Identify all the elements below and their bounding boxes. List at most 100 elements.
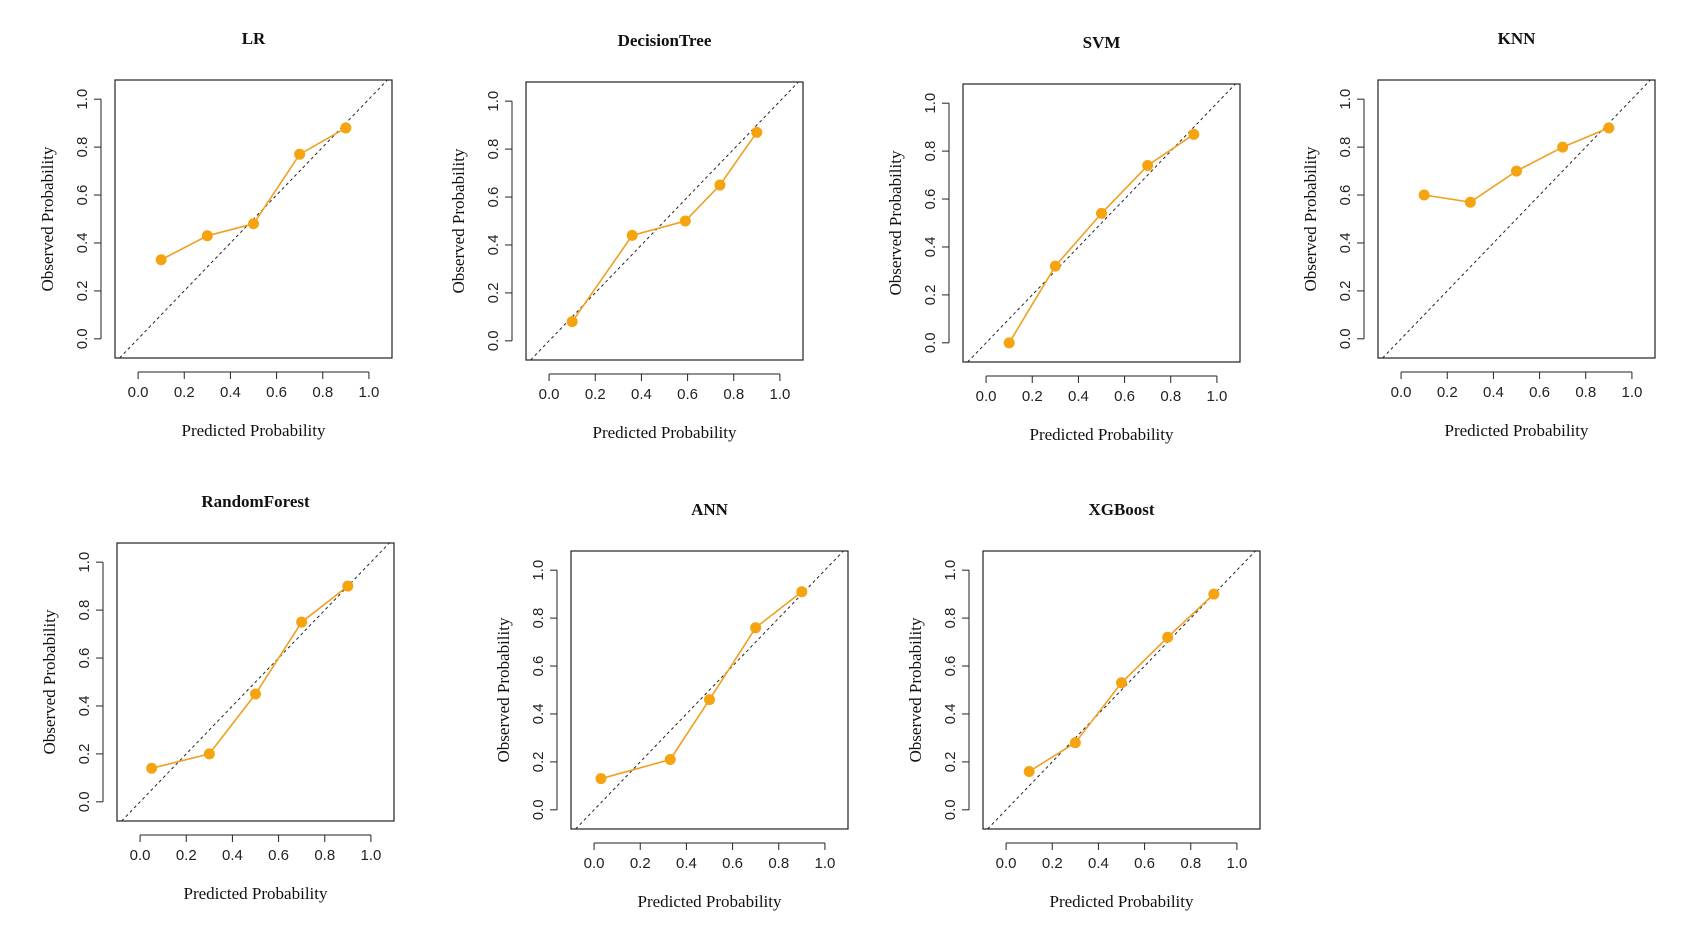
reference-diagonal	[575, 550, 844, 830]
chart-decisiontree: DecisionTree 0.0 0.2 0.4 0.6 0.8 1.0 Predicted …	[449, 31, 804, 442]
y-tick-label: 1.0	[942, 560, 959, 581]
chart-randomforest: RandomForest 0.0 0.2 0.4 0.6 0.8 1.0 Predicted …	[40, 492, 395, 903]
plot-frame	[962, 83, 1241, 363]
y-tick-label: 0.6	[942, 656, 959, 677]
x-tick-label: 0.4	[676, 855, 697, 872]
reference-diagonal	[121, 542, 390, 822]
y-axis-label: Observed Probability	[40, 609, 59, 754]
chart-svm: SVM 0.0 0.2 0.4 0.6 0.8 1.0 Predicted Probabili…	[886, 33, 1241, 444]
y-tick-label: 1.0	[1337, 89, 1354, 110]
y-tick-label: 1.0	[74, 89, 91, 110]
x-axis-label: Predicted Probability	[637, 892, 782, 911]
x-tick-label: 0.2	[1437, 384, 1458, 401]
x-tick-label: 0.4	[220, 384, 241, 401]
x-tick-label: 0.2	[174, 384, 195, 401]
y-tick-label: 1.0	[922, 93, 939, 114]
x-tick-label: 1.0	[814, 855, 835, 872]
data-point	[750, 622, 762, 634]
y-axis-label: Observed Probability	[449, 148, 468, 293]
y-tick-label: 0.0	[942, 799, 959, 820]
series-line	[600, 591, 803, 780]
plot-frame	[525, 81, 804, 361]
x-tick-label: 0.6	[1114, 388, 1135, 405]
y-tick-label: 0.6	[1337, 185, 1354, 206]
data-point	[1049, 260, 1061, 272]
y-tick-label: 0.6	[922, 189, 939, 210]
y-tick-label: 0.4	[76, 696, 93, 717]
x-tick-label: 0.4	[1088, 855, 1109, 872]
x-axis-label: Predicted Probability	[592, 423, 737, 442]
y-tick-label: 0.8	[942, 608, 959, 629]
x-tick-label: 0.0	[976, 388, 997, 405]
chart-knn: KNN 0.0 0.2 0.4 0.6 0.8 1.0 Predicted Probabili…	[1301, 29, 1656, 440]
y-axis-label: Observed Probability	[494, 617, 513, 762]
x-tick-label: 0.0	[584, 855, 605, 872]
data-point	[1142, 159, 1154, 171]
data-point	[250, 688, 261, 700]
data-point	[155, 254, 167, 266]
data-point	[796, 586, 808, 598]
x-tick-label: 0.8	[312, 384, 333, 401]
y-tick-label: 0.4	[942, 704, 959, 725]
plot-frame	[570, 550, 849, 830]
data-point	[146, 762, 158, 774]
x-axis-label: Predicted Probability	[181, 421, 326, 440]
x-tick-label: 0.2	[1042, 855, 1063, 872]
series-line	[1424, 127, 1610, 204]
plot-frame	[982, 550, 1261, 830]
x-tick-label: 0.6	[268, 847, 289, 864]
data-point	[1023, 765, 1035, 777]
x-tick-label: 1.0	[360, 847, 381, 864]
reference-diagonal	[530, 81, 799, 361]
data-point	[679, 215, 691, 227]
data-point	[714, 179, 726, 191]
series-line	[571, 131, 758, 323]
y-tick-label: 1.0	[530, 560, 547, 581]
x-tick-label: 1.0	[1226, 855, 1247, 872]
series-line	[1008, 133, 1195, 344]
y-tick-label: 0.6	[485, 187, 502, 208]
x-tick-label: 0.6	[266, 384, 287, 401]
y-tick-label: 0.8	[530, 608, 547, 629]
y-tick-label: 0.2	[530, 751, 547, 772]
x-tick-label: 0.8	[768, 855, 789, 872]
data-point	[595, 773, 607, 785]
data-point	[1464, 196, 1476, 208]
data-point	[626, 229, 638, 241]
x-tick-label: 0.0	[996, 855, 1017, 872]
plot-frame	[1377, 79, 1656, 359]
x-axis-label: Predicted Probability	[1444, 421, 1589, 440]
data-point	[1069, 737, 1081, 749]
y-tick-label: 0.2	[485, 282, 502, 303]
y-tick-label: 0.4	[485, 235, 502, 256]
y-tick-label: 1.0	[76, 552, 93, 573]
data-point	[294, 148, 306, 160]
data-point	[1162, 631, 1174, 643]
x-tick-label: 0.2	[630, 855, 651, 872]
y-tick-label: 0.8	[76, 600, 93, 621]
x-tick-label: 0.8	[1160, 388, 1181, 405]
y-tick-label: 0.8	[1337, 137, 1354, 158]
y-tick-label: 1.0	[485, 91, 502, 112]
y-tick-label: 0.8	[485, 139, 502, 160]
x-tick-label: 0.4	[1068, 388, 1089, 405]
data-point	[566, 316, 578, 328]
y-tick-label: 0.0	[1337, 328, 1354, 349]
data-point	[1603, 122, 1615, 134]
reference-diagonal	[967, 83, 1236, 363]
plot-frame	[116, 542, 395, 822]
y-tick-label: 0.2	[922, 284, 939, 305]
chart-title-knn: KNN	[1498, 29, 1537, 48]
y-tick-label: 0.2	[1337, 280, 1354, 301]
y-tick-label: 0.8	[922, 141, 939, 162]
data-point	[203, 748, 215, 760]
x-tick-label: 0.2	[1022, 388, 1043, 405]
x-tick-label: 0.0	[128, 384, 149, 401]
x-tick-label: 0.6	[1529, 384, 1550, 401]
data-point	[342, 580, 354, 592]
x-tick-label: 0.4	[631, 386, 652, 403]
data-point	[1418, 189, 1430, 201]
plot-frame	[114, 79, 393, 359]
chart-title-randomforest: RandomForest	[201, 492, 310, 511]
